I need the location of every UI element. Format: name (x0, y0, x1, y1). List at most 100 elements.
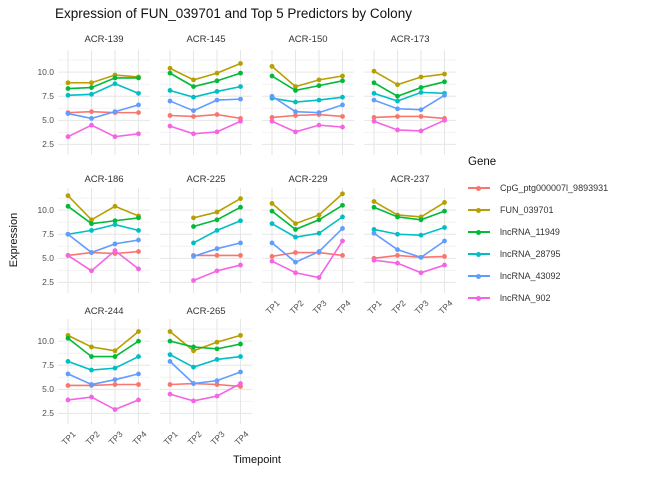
point-lncRNA_902 (136, 266, 141, 272)
point-lncRNA_28795 (238, 354, 243, 359)
point-lncRNA_28795 (136, 90, 141, 96)
point-lncRNA_11949 (65, 86, 71, 91)
point-lncRNA_11949 (191, 84, 196, 90)
legend-title: Gene (468, 156, 497, 168)
legend-item: lncRNA_43092 (468, 265, 608, 287)
point-FUN_039701 (269, 201, 275, 206)
point-lncRNA_43092 (136, 237, 141, 243)
point-lncRNA_11949 (167, 338, 173, 344)
point-FUN_039701 (371, 68, 377, 74)
point-FUN_039701 (238, 61, 243, 66)
line-lncRNA_43092 (169, 360, 241, 385)
point-lncRNA_28795 (418, 89, 424, 95)
legend-item: CpG_ptg000007l_9893931 (468, 177, 608, 199)
x-tick-label: TP3 (208, 429, 228, 448)
point-CpG_ptg000007l_9893931 (340, 114, 345, 119)
point-CpG_ptg000007l_9893931 (112, 382, 118, 387)
chart-title: Expression of FUN_039701 and Top 5 Predi… (55, 6, 412, 21)
point-FUN_039701 (65, 80, 71, 86)
point-CpG_ptg000007l_9893931 (395, 114, 400, 119)
point-FUN_039701 (293, 221, 298, 227)
x-tick-label: TP2 (185, 429, 204, 448)
x-tick-label: TP4 (232, 429, 251, 448)
facet-title: ACR-139 (84, 34, 124, 45)
point-FUN_039701 (340, 191, 345, 197)
facet-panel-ACR-150 (262, 50, 354, 155)
facet-title: ACR-145 (186, 34, 226, 45)
point-FUN_039701 (442, 200, 447, 205)
point-lncRNA_902 (238, 262, 243, 268)
point-lncRNA_11949 (340, 202, 345, 208)
line-lncRNA_902 (373, 259, 445, 274)
point-lncRNA_43092 (442, 238, 447, 244)
point-lncRNA_11949 (65, 335, 71, 341)
point-lncRNA_28795 (395, 98, 400, 104)
legend-key-dot (476, 207, 481, 213)
point-lncRNA_11949 (442, 79, 447, 85)
x-tick-label: TP1 (365, 298, 385, 317)
line-FUN_039701 (271, 193, 344, 225)
point-lncRNA_43092 (89, 115, 94, 121)
point-lncRNA_11949 (269, 208, 275, 214)
line-lncRNA_28795 (67, 223, 139, 236)
point-lncRNA_11949 (89, 354, 94, 359)
point-FUN_039701 (238, 332, 243, 338)
point-lncRNA_11949 (371, 204, 377, 210)
point-CpG_ptg000007l_9893931 (293, 113, 298, 118)
facet-panel-ACR-145 (160, 50, 252, 155)
point-lncRNA_902 (112, 134, 118, 140)
point-lncRNA_28795 (371, 90, 377, 96)
facet-panel-ACR-237 (364, 188, 456, 293)
point-lncRNA_28795 (89, 367, 94, 373)
point-lncRNA_28795 (167, 88, 173, 93)
legend-item-label: lncRNA_28795 (500, 249, 561, 259)
point-FUN_039701 (89, 344, 94, 350)
legend-key-icon (468, 227, 490, 237)
line-lncRNA_902 (67, 124, 139, 138)
point-lncRNA_902 (293, 129, 298, 135)
point-lncRNA_28795 (136, 227, 141, 233)
line-lncRNA_28795 (169, 353, 241, 369)
line-lncRNA_28795 (373, 91, 445, 102)
point-lncRNA_43092 (418, 107, 424, 113)
point-lncRNA_902 (191, 278, 196, 283)
point-lncRNA_43092 (65, 231, 71, 237)
point-CpG_ptg000007l_9893931 (371, 115, 377, 120)
y-tick-label: 2.5 (42, 139, 54, 150)
point-lncRNA_11949 (316, 217, 322, 223)
point-lncRNA_11949 (191, 344, 196, 350)
point-lncRNA_28795 (371, 227, 377, 232)
point-lncRNA_43092 (238, 96, 243, 102)
facet-panel-ACR-225 (160, 188, 252, 293)
point-lncRNA_902 (89, 268, 94, 274)
point-lncRNA_28795 (238, 218, 243, 224)
point-lncRNA_43092 (442, 92, 447, 98)
point-FUN_039701 (316, 77, 322, 83)
point-CpG_ptg000007l_9893931 (214, 112, 220, 117)
point-lncRNA_11949 (238, 204, 243, 210)
legend-item: lncRNA_11949 (468, 221, 608, 243)
point-lncRNA_11949 (395, 214, 400, 220)
line-CpG_ptg000007l_9893931 (271, 113, 343, 119)
legend-key-icon (468, 293, 490, 303)
point-FUN_039701 (238, 196, 243, 201)
point-FUN_039701 (89, 217, 94, 223)
facet-title: ACR-237 (390, 174, 430, 185)
point-lncRNA_43092 (395, 106, 400, 112)
line-lncRNA_11949 (271, 204, 343, 231)
line-lncRNA_43092 (373, 94, 445, 111)
point-lncRNA_902 (214, 129, 220, 135)
legend-item: FUN_039701 (468, 199, 608, 221)
line-lncRNA_43092 (373, 232, 445, 259)
line-lncRNA_902 (67, 396, 139, 411)
point-lncRNA_28795 (89, 91, 94, 97)
point-FUN_039701 (167, 329, 173, 334)
point-lncRNA_43092 (112, 109, 118, 115)
line-CpG_ptg000007l_9893931 (373, 115, 445, 120)
line-lncRNA_43092 (67, 233, 139, 254)
point-lncRNA_43092 (269, 93, 275, 99)
point-lncRNA_902 (269, 258, 275, 264)
point-lncRNA_902 (238, 118, 243, 124)
point-CpG_ptg000007l_9893931 (269, 253, 275, 259)
legend-item: lncRNA_902 (468, 287, 608, 309)
